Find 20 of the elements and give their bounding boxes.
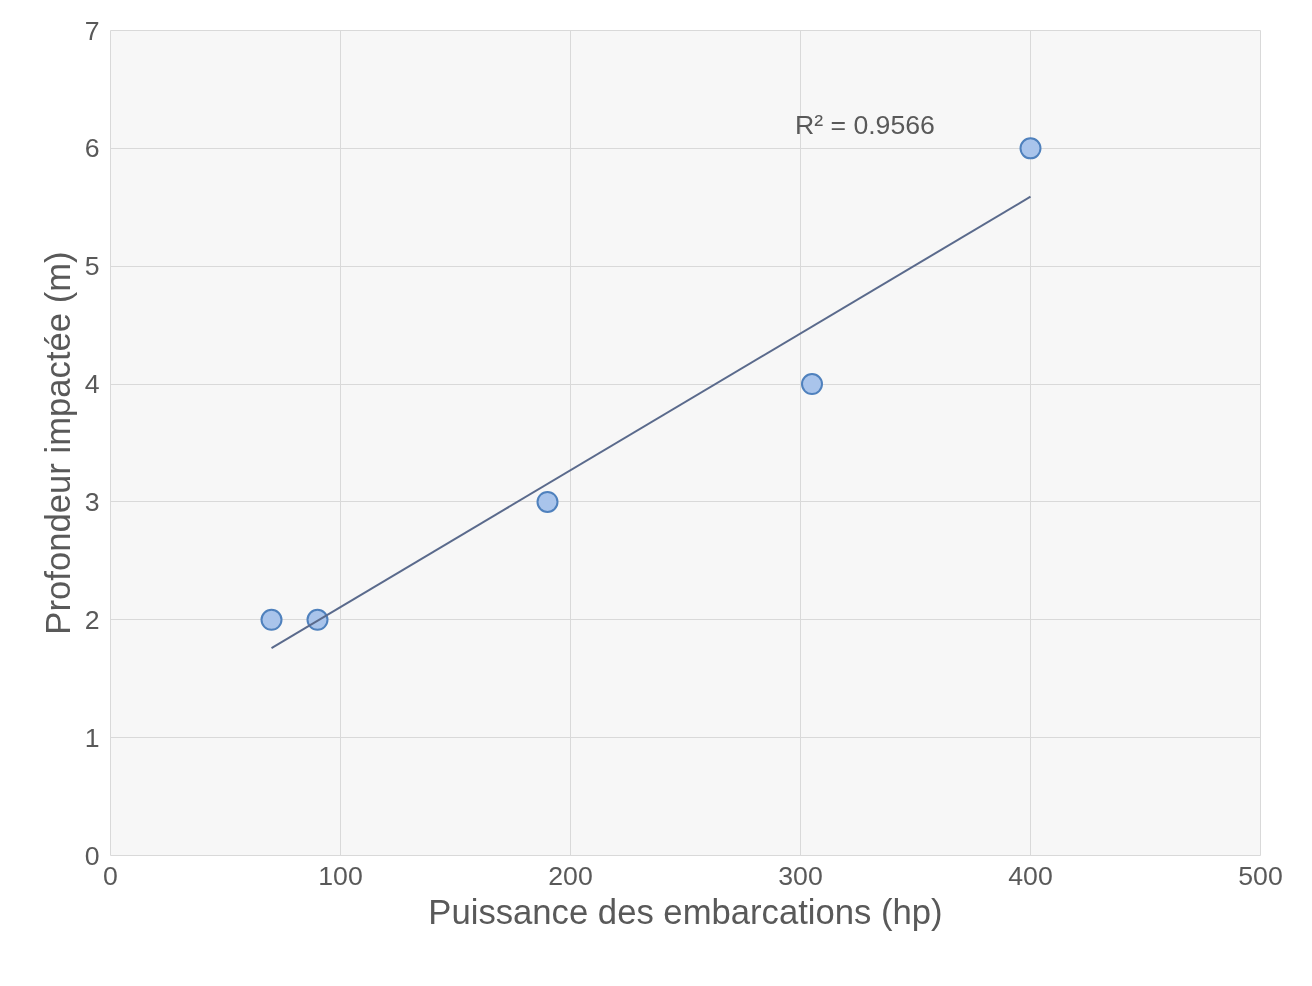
point — [536, 490, 559, 513]
y-tick-label: 0 — [84, 840, 100, 871]
y-tick-label: 7 — [84, 15, 100, 46]
point — [1019, 137, 1042, 160]
annotation: R² = 0.9566 — [794, 109, 935, 140]
x-tick-label: 500 — [1238, 860, 1283, 891]
y-tick-label: 2 — [84, 604, 100, 635]
y-tick-label: 4 — [84, 369, 100, 400]
x-tick-label: 100 — [318, 860, 363, 891]
point — [801, 373, 823, 396]
x-tick-label: 400 — [1008, 860, 1053, 891]
y-tick-label: 6 — [84, 133, 100, 164]
y-tick-label: 5 — [84, 251, 100, 282]
y-tick-label: 3 — [84, 486, 100, 517]
x-tick-label: 200 — [548, 860, 593, 891]
point — [260, 608, 283, 631]
y-tick-label: 1 — [84, 722, 100, 753]
x-axis-title: Puissance des embarcations (hp) — [428, 892, 943, 931]
y-axis-title: Profondeur impactée (m) — [38, 251, 77, 635]
x-tick-label: 300 — [778, 860, 823, 891]
